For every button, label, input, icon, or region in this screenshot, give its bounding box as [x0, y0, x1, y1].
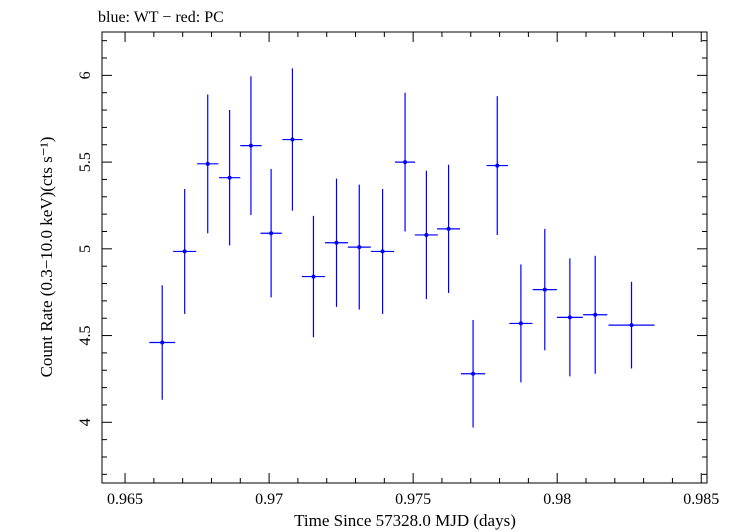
- data-point: [240, 76, 262, 216]
- axis-ticks: [102, 32, 707, 483]
- data-point: [301, 215, 325, 338]
- point-marker: [424, 232, 429, 237]
- point-marker: [311, 274, 316, 279]
- point-marker: [160, 340, 165, 345]
- y-tick-label: 6: [77, 71, 94, 79]
- point-marker: [227, 175, 232, 180]
- y-axis-label: Count Rate (0.3−10.0 keV)(cts s⁻¹): [37, 137, 56, 378]
- axis-tick-labels: 0.965 0.97 0.975 0.98 0.985 4 4.5 5 5.5 6: [77, 71, 719, 508]
- point-marker: [248, 143, 253, 148]
- y-tick-label: 4.5: [77, 326, 94, 346]
- point-marker: [182, 249, 187, 254]
- data-point: [486, 96, 508, 235]
- data-point: [414, 170, 438, 300]
- chart-header: blue: WT − red: PC: [98, 9, 224, 26]
- point-marker: [518, 321, 523, 326]
- point-marker: [290, 137, 295, 142]
- data-point: [532, 228, 557, 351]
- data-point: [173, 188, 197, 314]
- data-point: [371, 188, 395, 314]
- point-marker: [446, 226, 451, 231]
- point-marker: [334, 240, 339, 245]
- point-marker: [205, 161, 210, 166]
- data-point: [324, 178, 349, 307]
- data-point: [509, 264, 533, 383]
- point-marker: [269, 231, 274, 236]
- point-marker: [357, 245, 362, 250]
- data-point: [556, 258, 583, 377]
- data-point: [583, 255, 608, 374]
- data-point: [282, 68, 303, 211]
- y-tick-label: 5: [77, 245, 94, 253]
- data-point: [347, 184, 371, 310]
- data-point: [197, 94, 219, 234]
- data-point: [218, 110, 241, 246]
- data-point: [437, 164, 461, 294]
- data-point: [394, 92, 416, 232]
- data-point: [260, 169, 282, 298]
- point-marker: [380, 249, 385, 254]
- x-tick-label: 0.975: [395, 491, 431, 508]
- point-marker: [403, 160, 408, 165]
- x-tick-label: 0.98: [543, 491, 571, 508]
- plot-frame: [101, 31, 708, 484]
- x-tick-label: 0.97: [255, 491, 283, 508]
- point-marker: [593, 312, 598, 317]
- data-point: [608, 281, 655, 369]
- x-axis-label: Time Since 57328.0 MJD (days): [294, 511, 516, 530]
- data-point: [149, 285, 176, 400]
- point-marker: [471, 371, 476, 376]
- y-tick-label: 4: [77, 418, 94, 426]
- x-tick-label: 0.985: [683, 491, 719, 508]
- point-marker: [629, 323, 634, 328]
- y-tick-label: 5.5: [77, 152, 94, 172]
- point-marker: [495, 163, 500, 168]
- data-points: [149, 68, 655, 428]
- point-marker: [542, 287, 547, 292]
- x-tick-label: 0.965: [107, 491, 143, 508]
- point-marker: [567, 315, 572, 320]
- data-point: [460, 319, 486, 428]
